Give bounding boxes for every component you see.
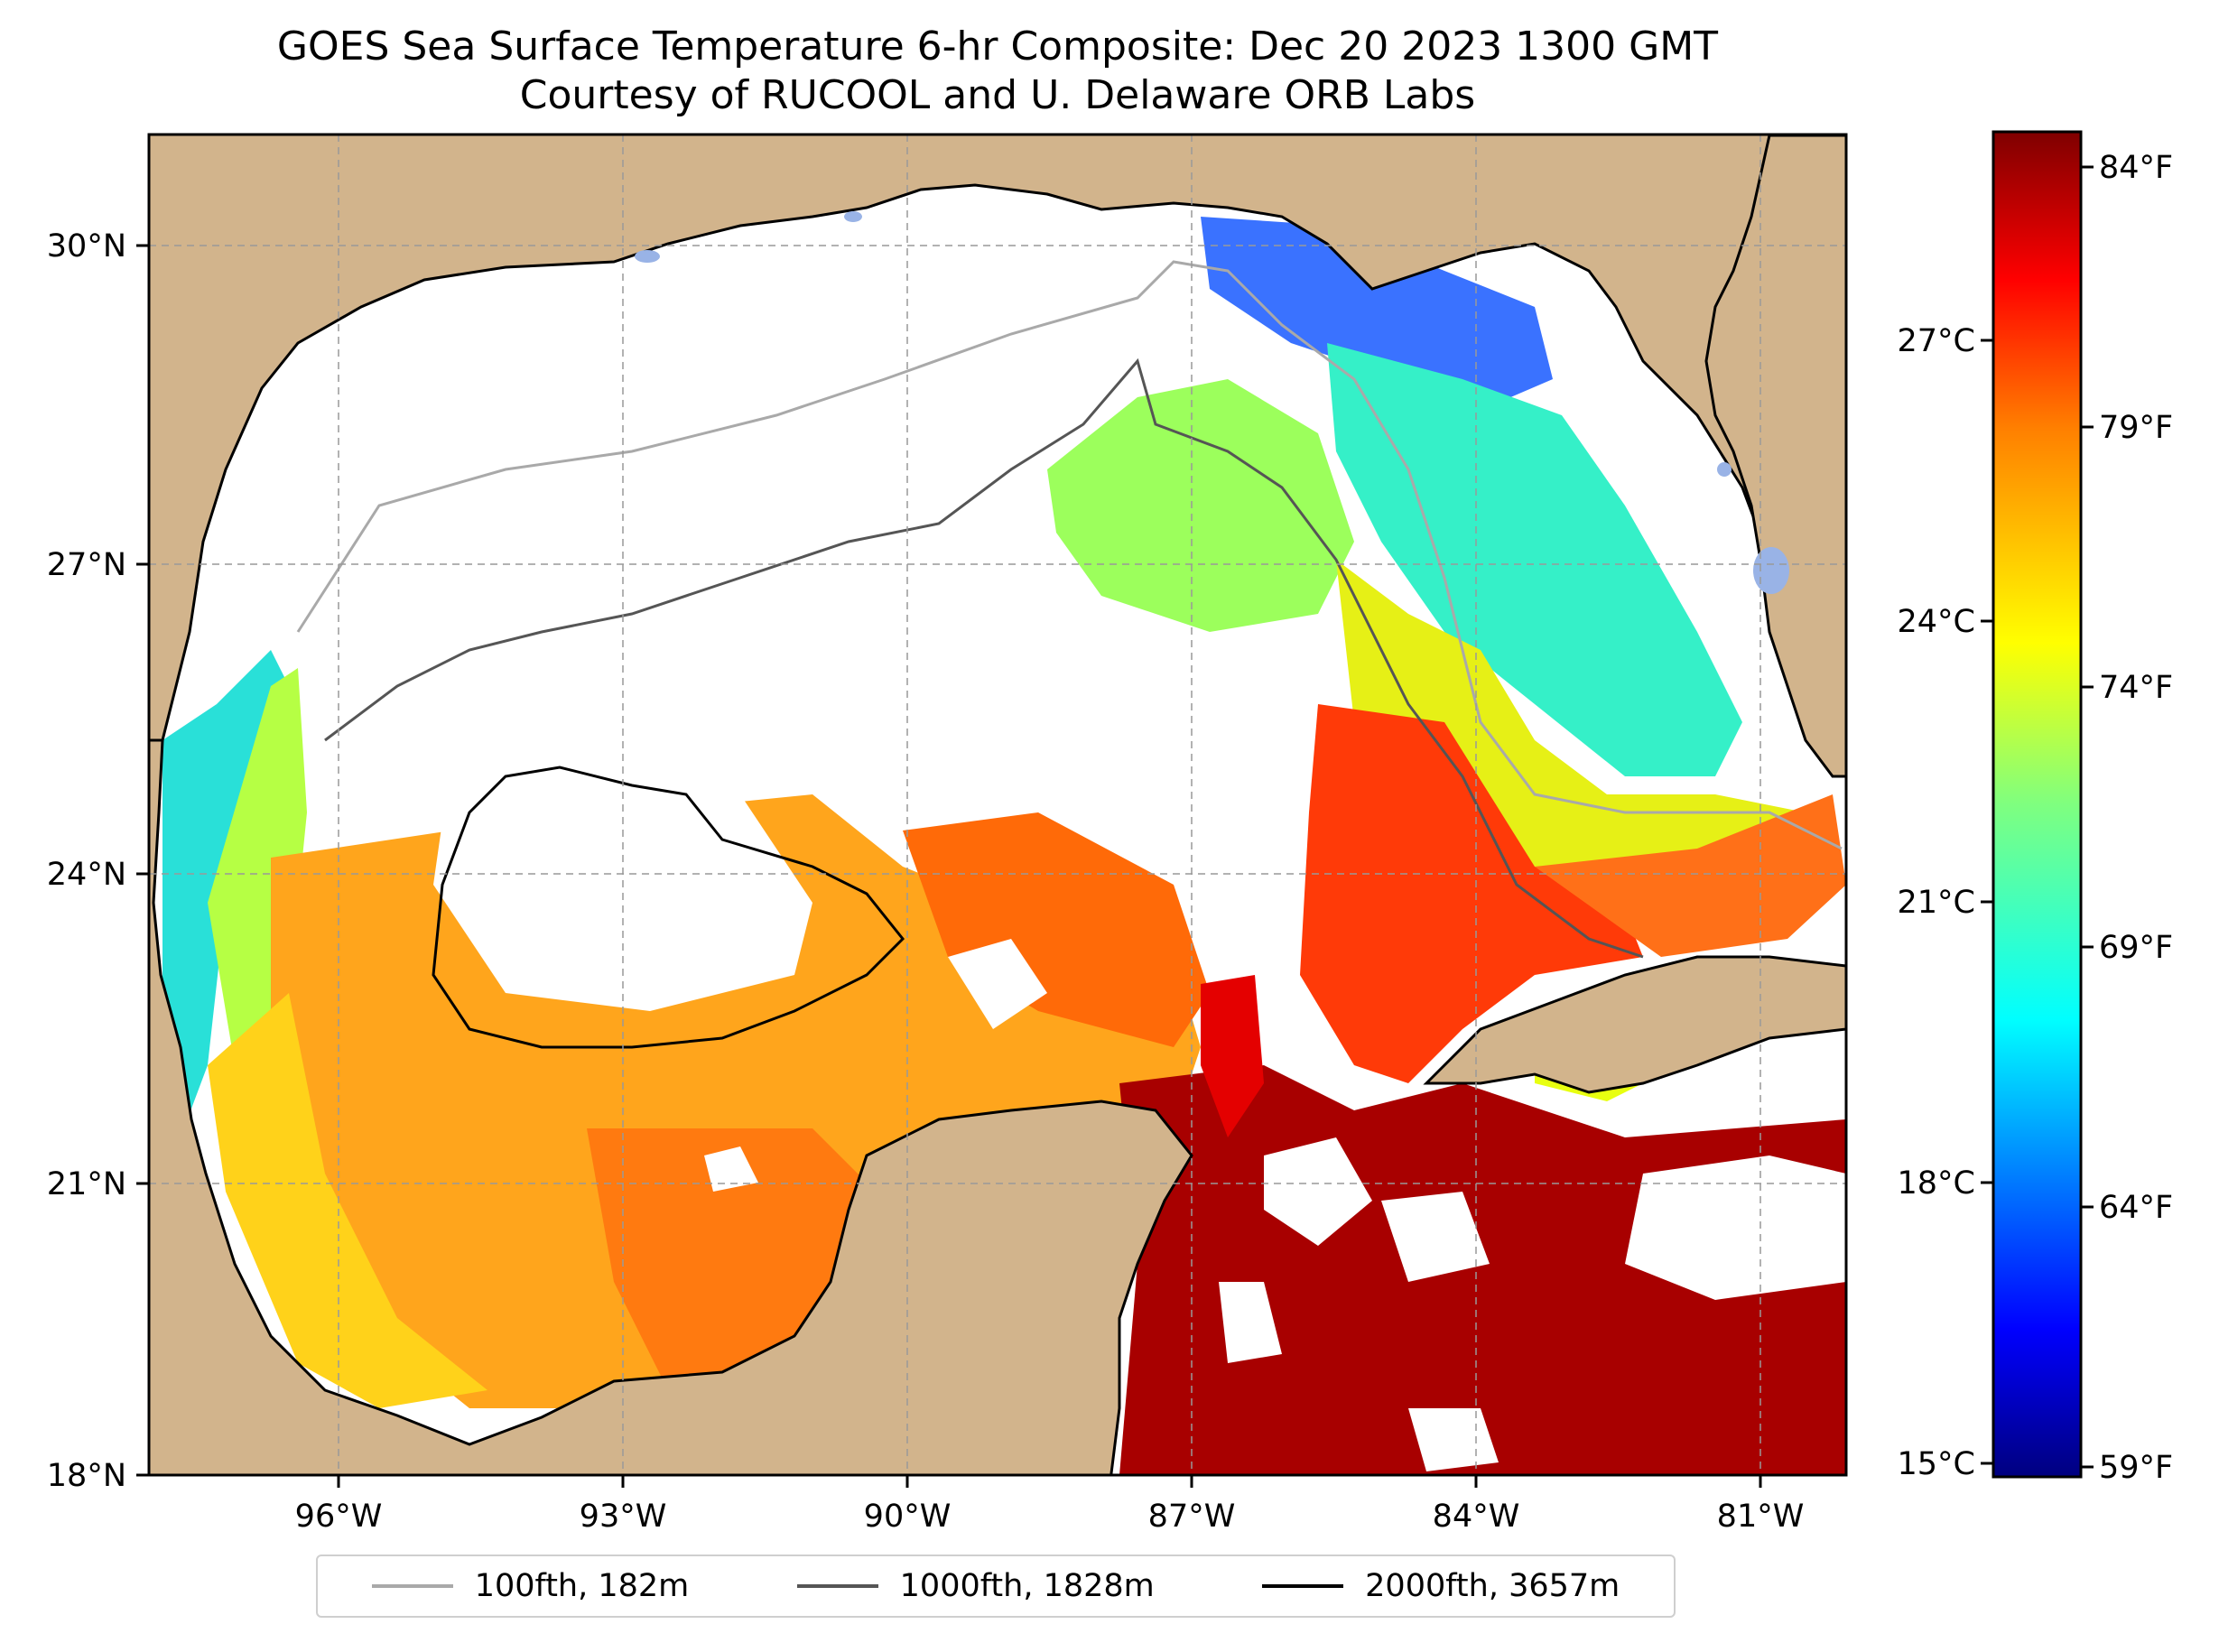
axis-ticks [136,244,1762,1488]
colorbar-celsius-label: 27°C [1897,323,1975,359]
colorbar [1992,130,2083,1479]
map-subtitle: Courtesy of RUCOOL and U. Delaware ORB L… [519,72,1476,118]
lon-tick-label: 93°W [579,1499,667,1535]
legend-item-2000fth: 2000fth, 3657m [1262,1568,1620,1604]
landmass [149,135,1846,1475]
sst-southwest-yellow [208,993,487,1408]
sst-big-bend-blue [1201,217,1553,406]
lon-tick-label: 81°W [1716,1499,1805,1535]
legend-label: 1000fth, 1828m [899,1568,1155,1604]
sst-northeast-green [1047,379,1354,632]
colorbar-fahrenheit-label: 69°F [2099,930,2174,966]
colorbar-fahrenheit-label: 79°F [2099,410,2174,446]
lon-tick-label: 84°W [1432,1499,1520,1535]
sst-loop-current-red [1300,704,1643,1083]
lon-tick-label: 87°W [1147,1499,1236,1535]
lat-tick-label: 24°N [46,857,126,893]
sst-florida-straits-orange [1535,794,1846,957]
colorbar-fahrenheit-label: 64°F [2099,1190,2174,1226]
lon-tick-label: 90°W [863,1499,952,1535]
legend-swatch [1262,1584,1344,1588]
legend-label: 100fth, 182m [474,1568,690,1604]
legend-item-100fth: 100fth, 182m [371,1568,690,1604]
sst-northeast-cyan [1327,343,1742,776]
sst-yucatan-channel-red [1201,975,1264,1137]
contour-legend: 100fth, 182m 1000fth, 1828m 2000fth, 365… [316,1555,1676,1618]
colorbar-celsius-label: 18°C [1897,1165,1975,1202]
colorbar-celsius-label: 15°C [1897,1446,1975,1482]
lat-tick-label: 18°N [46,1458,126,1494]
colorbar-celsius-label: 24°C [1897,604,1975,640]
cuba [1423,955,1846,1094]
florida-peninsula [1704,135,1846,778]
colorbar-ticks [1981,165,2094,1469]
lat-tick-label: 30°N [46,228,126,265]
legend-label: 2000fth, 3657m [1365,1568,1620,1604]
contour-1000fth [324,357,1644,959]
lat-tick-label: 21°N [46,1166,126,1202]
legend-swatch [371,1584,453,1588]
map-frame [147,133,1848,1477]
colorbar-fahrenheit-label: 74°F [2099,670,2174,706]
colorbar-celsius-label: 21°C [1897,885,1975,921]
bathymetry-contours [296,260,1843,1049]
lakes [635,211,1789,594]
colorbar-fahrenheit-label: 84°F [2099,150,2174,186]
contour-100fth [296,260,1843,850]
lon-tick-label: 96°W [294,1499,383,1535]
mexico-east-coast [149,738,1193,1475]
legend-swatch [796,1584,878,1588]
sst-data-layer [162,217,1846,1475]
contour-2000fth [432,766,905,1049]
legend-item-1000fth: 1000fth, 1828m [796,1568,1155,1604]
map-title: GOES Sea Surface Temperature 6-hr Compos… [276,23,1719,70]
sst-central-red-orange [903,812,1210,1047]
colorbar-fahrenheit-label: 59°F [2099,1450,2174,1486]
graticule [149,135,1846,1475]
lat-tick-label: 27°N [46,547,126,583]
